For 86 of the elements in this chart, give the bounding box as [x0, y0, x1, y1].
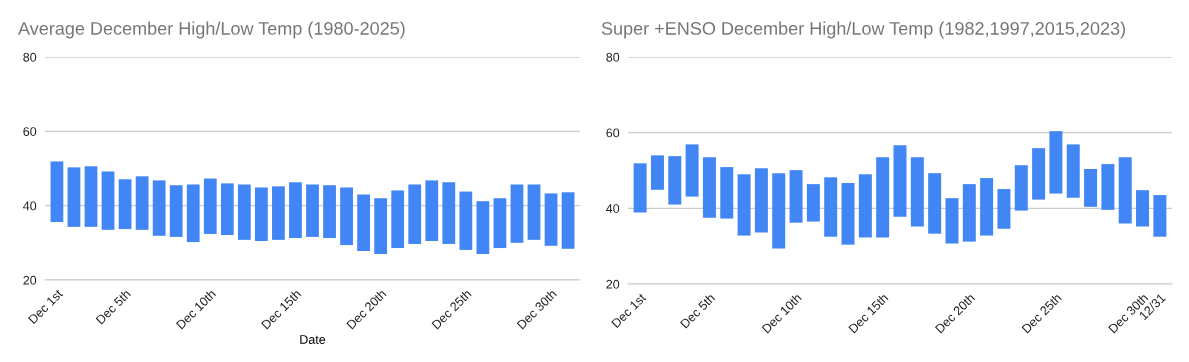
bar [476, 201, 490, 254]
bar [997, 189, 1011, 229]
bar [408, 184, 422, 244]
bar [633, 163, 647, 213]
x-tick-label: Dec 10th [761, 292, 802, 334]
bar [806, 184, 820, 222]
chart-title: Super +ENSO December High/Low Temp (1982,1997,2015,2023) [601, 21, 1125, 39]
x-tick-label: Dec 5th [95, 288, 131, 325]
bar [527, 184, 541, 240]
x-tick-label: Dec 10th [175, 288, 217, 330]
bar [754, 168, 768, 233]
bar [391, 190, 405, 249]
bar [772, 173, 786, 249]
bar [685, 144, 699, 197]
bar [668, 156, 682, 205]
bar [928, 173, 942, 234]
bar [510, 184, 524, 243]
bar [186, 184, 200, 243]
y-tick-label: 20 [606, 279, 620, 289]
x-tick-label: Dec 20th [346, 288, 387, 330]
y-tick-label: 80 [606, 52, 620, 62]
x-tick-label: Dec 1st [611, 292, 647, 329]
bar [910, 157, 924, 227]
bar [67, 167, 81, 227]
bar [493, 198, 507, 249]
bar [289, 182, 302, 238]
bar [945, 198, 959, 244]
bar [841, 182, 855, 245]
bar [459, 191, 473, 250]
bar [1101, 164, 1115, 210]
bar [442, 182, 456, 244]
bar [789, 170, 803, 223]
bar [1049, 131, 1063, 194]
bar [220, 183, 234, 236]
bar [323, 185, 336, 238]
bar [1032, 148, 1046, 200]
x-tick-label: Dec 15th [260, 288, 302, 330]
bar [272, 186, 285, 240]
bar [561, 192, 575, 249]
y-tick-label: 60 [23, 127, 37, 136]
bar [1153, 195, 1167, 237]
bar [824, 177, 838, 237]
y-tick-label: 40 [606, 204, 620, 213]
bar [1014, 165, 1028, 211]
x-tick-label: Dec 5th [679, 292, 716, 329]
x-tick-label: Dec 25th [1021, 292, 1062, 334]
bar [544, 193, 558, 246]
bar [650, 155, 664, 190]
x-tick-label: Dec 1st [28, 288, 64, 325]
bar [169, 185, 183, 237]
bar [135, 176, 149, 230]
bar [1136, 190, 1150, 227]
bar [1118, 157, 1132, 224]
y-tick-label: 20 [23, 275, 37, 285]
bar [980, 178, 994, 236]
bar [50, 161, 64, 223]
bar [84, 166, 98, 227]
bar [118, 179, 132, 230]
bar [374, 198, 388, 254]
bar [152, 180, 166, 236]
x-tick-label: Dec 25th [431, 288, 472, 330]
x-tick-label: Dec 30th [516, 288, 557, 330]
x-tick-label: Dec 15th [848, 292, 889, 334]
bar [702, 157, 716, 218]
bar [962, 184, 976, 242]
bar [876, 157, 890, 238]
bar [101, 171, 115, 230]
bar [858, 174, 872, 238]
chart-title: Average December High/Low Temp (1980-2025) [18, 21, 405, 39]
bar [720, 167, 734, 219]
bar [1066, 144, 1080, 198]
x-axis-title: Date [300, 335, 326, 344]
bar [306, 184, 319, 237]
bar [340, 187, 353, 246]
bar [425, 180, 439, 241]
x-tick-label: Dec 20th [934, 292, 976, 334]
bar [357, 194, 370, 252]
bar [203, 178, 217, 234]
bar [237, 184, 251, 240]
bar [255, 187, 268, 241]
bar [893, 145, 907, 217]
bar [1084, 168, 1098, 207]
bar [737, 174, 751, 236]
y-tick-label: 40 [23, 201, 37, 211]
y-tick-label: 80 [23, 52, 37, 62]
y-tick-label: 60 [606, 128, 620, 138]
